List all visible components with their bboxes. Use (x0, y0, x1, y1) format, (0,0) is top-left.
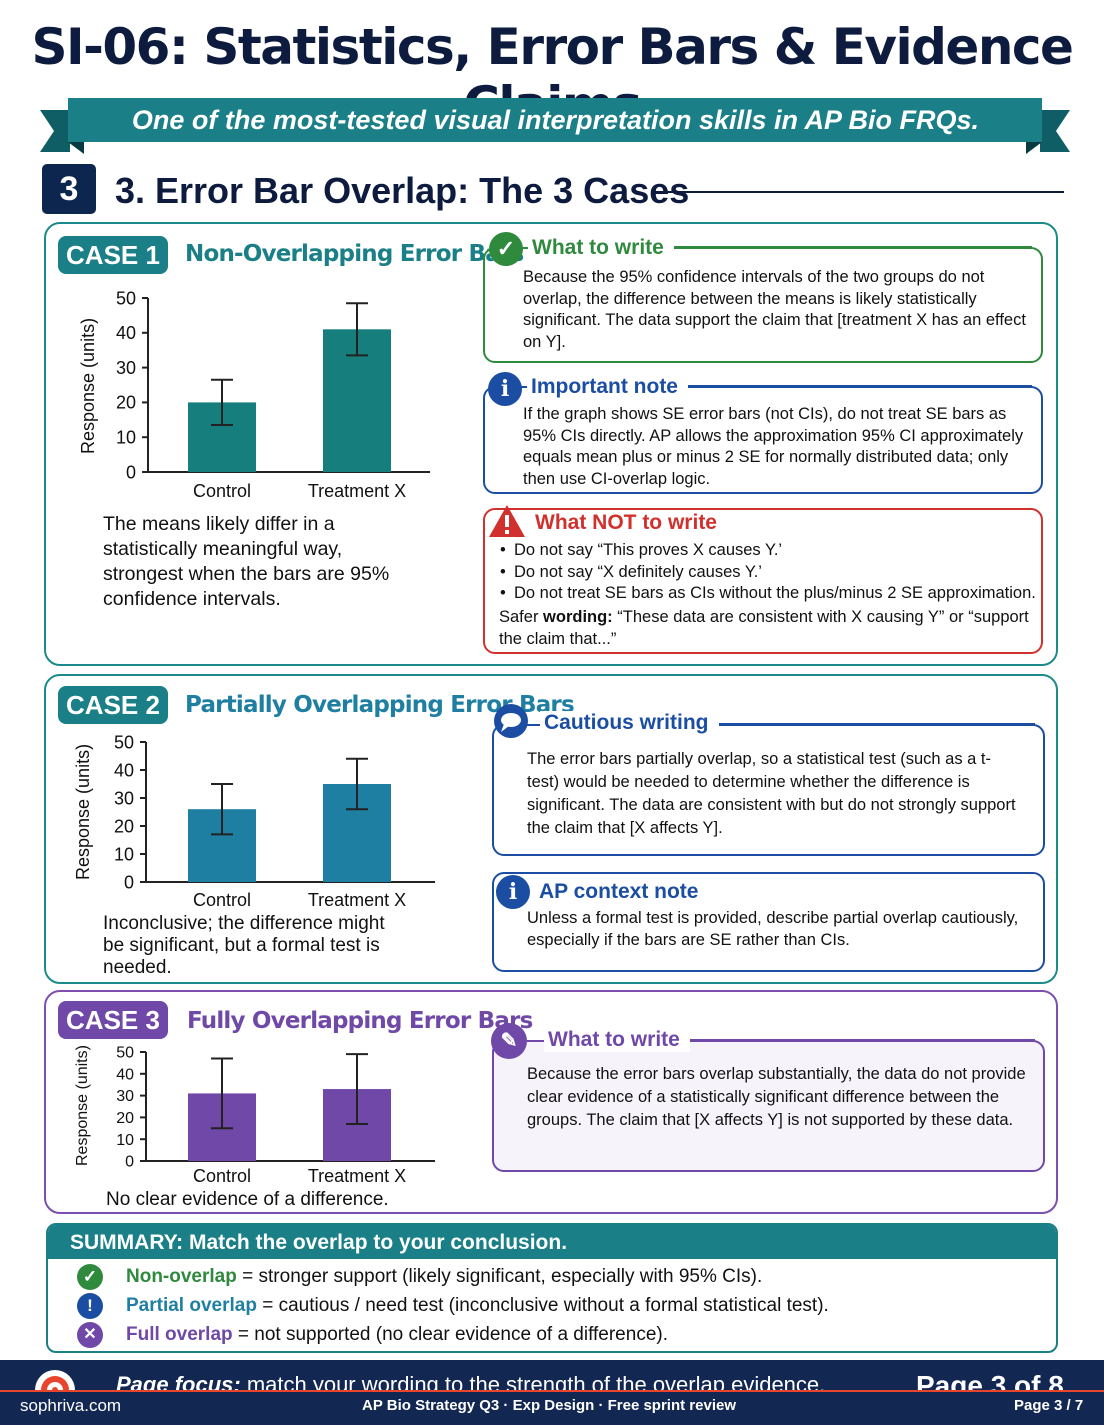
y-tick-label: 50 (116, 288, 136, 308)
summary-box: SUMMARY: Match the overlap to your concl… (46, 1223, 1058, 1353)
category-label: Treatment X (308, 890, 406, 910)
case-2-panel (44, 674, 1058, 984)
y-tick-label: 0 (125, 1154, 134, 1171)
case-1-badge: CASE 1 (58, 236, 168, 274)
section-title: 3. Error Bar Overlap: The 3 Cases (115, 170, 690, 211)
summary-row-non-overlap: Non-overlap = stronger support (likely s… (126, 1266, 763, 1287)
section-number: 3 (42, 164, 96, 214)
case-1-write-body: Because the 95% confidence intervals of … (523, 268, 1026, 351)
info-icon: i (496, 875, 530, 909)
subtitle-ribbon (40, 98, 1070, 154)
warning-icon (489, 505, 525, 537)
case-3-write-body: Because the error bars overlap substanti… (527, 1065, 1026, 1129)
case-3-write-box (492, 1040, 1045, 1172)
y-tick-label: 40 (114, 760, 134, 780)
case-1-not-write-list: Do not say “This proves X causes Y.’ Do … (498, 540, 1038, 605)
case-3-heading: Fully Overlapping Error Bars (187, 1008, 533, 1034)
case-1-y-axis-title: Response (units) (78, 317, 98, 454)
category-label: Control (193, 481, 251, 501)
summary-row-full-overlap: Full overlap = not supported (no clear e… (126, 1324, 668, 1345)
category-label: Treatment X (308, 481, 406, 501)
y-tick-label: 20 (114, 816, 134, 836)
cross-icon: ✕ (77, 1322, 103, 1348)
case-3-write-title: What to write (544, 1028, 690, 1052)
y-tick-label: 30 (116, 358, 136, 378)
list-item: Do not treat SE bars as CIs without the … (498, 583, 1038, 605)
case-1-not-write-box (483, 508, 1043, 654)
summary-row-partial-overlap: Partial overlap = cautious / need test (… (126, 1295, 829, 1316)
case-1-note-box (483, 386, 1043, 494)
speech-bubble-icon (494, 704, 528, 738)
checkmark-icon: ✓ (489, 232, 523, 266)
pencil-icon: ✎ (491, 1023, 527, 1059)
section-divider (652, 191, 1064, 193)
y-tick-label: 50 (116, 1045, 134, 1062)
case-2-cautious-box (492, 724, 1045, 856)
y-tick-label: 10 (116, 428, 136, 448)
case-1-note-body: If the graph shows SE error bars (not CI… (523, 405, 1024, 488)
case-3-y-axis-title: Response (units) (74, 1045, 91, 1166)
y-tick-label: 10 (116, 1132, 134, 1149)
y-tick-label: 30 (114, 788, 134, 808)
checkmark-icon: ✓ (77, 1264, 103, 1290)
case-2-context-title: AP context note (539, 880, 699, 903)
case-3-chart: 0 10 20 30 40 50 Control Treatment X (116, 1045, 435, 1186)
case-2-cautious-body: The error bars partially overlap, so a s… (527, 750, 1016, 837)
list-item: Do not say “X definitely causes Y.’ (498, 562, 1038, 584)
page-number: Page 3 / 7 (1014, 1397, 1084, 1414)
summary-heading: SUMMARY: Match the overlap to your concl… (48, 1225, 1056, 1259)
category-label: Control (193, 1166, 251, 1186)
case-1-description: The means likely differ in a statistical… (103, 513, 390, 610)
safer-wording: Safer wording: “These data are consisten… (499, 608, 1029, 648)
category-label: Treatment X (308, 1166, 406, 1186)
y-tick-label: 20 (116, 1110, 134, 1127)
y-tick-label: 40 (116, 1066, 134, 1083)
list-item: Do not say “This proves X causes Y.’ (498, 540, 1038, 562)
exclamation-icon: ! (77, 1293, 103, 1319)
y-tick-label: 0 (126, 462, 136, 482)
case-3-panel (44, 990, 1058, 1214)
footer-bar (0, 1390, 1104, 1425)
case-3-badge: CASE 3 (58, 1001, 168, 1039)
footer-course-info: AP Bio Strategy Q3 · Exp Design · Free s… (362, 1397, 736, 1414)
case-1-note-title: Important note (527, 375, 688, 399)
info-icon: i (488, 372, 522, 406)
y-tick-label: 50 (114, 732, 134, 752)
y-tick-label: 10 (114, 844, 134, 864)
y-tick-label: 30 (116, 1088, 134, 1105)
case-2-description: Inconclusive; the difference might be si… (103, 913, 385, 978)
case-3-description: No clear evidence of a difference. (106, 1189, 389, 1210)
y-tick-label: 40 (116, 323, 136, 343)
case-2-badge: CASE 2 (58, 686, 168, 724)
case-2-context-body: Unless a formal test is provided, descri… (527, 909, 1019, 949)
y-tick-label: 0 (124, 872, 134, 892)
case-2-y-axis-title: Response (units) (73, 743, 93, 880)
site-link[interactable]: sophriva.com (20, 1396, 122, 1415)
case-1-write-box (483, 247, 1043, 363)
case-1-panel (44, 222, 1058, 666)
case-2-context-box (492, 872, 1045, 972)
y-tick-label: 20 (116, 393, 136, 413)
case-2-chart: 0 10 20 30 40 50 Control Treatment X (114, 732, 435, 910)
case-1-heading: Non-Overlapping Error Bars (185, 241, 524, 267)
case-1-chart: 0 10 20 30 40 50 Control Treatment X (116, 288, 430, 501)
category-label: Control (193, 890, 251, 910)
case-1-write-title: What to write (528, 236, 674, 260)
case-1-not-write-title: What NOT to write (531, 511, 727, 535)
page-subtitle: One of the most-tested visual interpreta… (131, 105, 980, 135)
case-2-cautious-title: Cautious writing (540, 711, 719, 735)
